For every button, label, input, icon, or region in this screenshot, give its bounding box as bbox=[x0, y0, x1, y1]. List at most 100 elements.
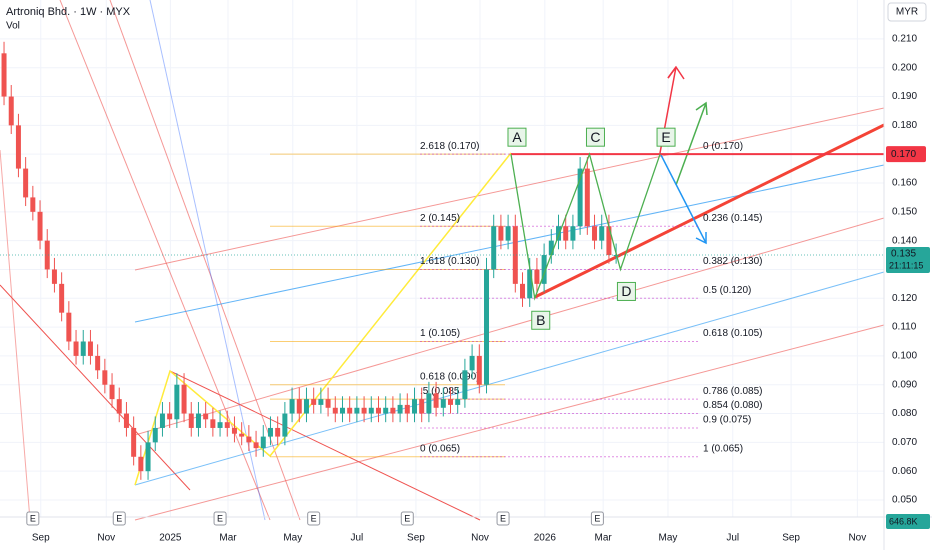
candle-body bbox=[570, 226, 576, 241]
event-marker bbox=[112, 511, 126, 526]
candle-body bbox=[260, 436, 266, 449]
event-label: E bbox=[594, 513, 600, 523]
fib-label: .5 (0.085 bbox=[420, 386, 460, 397]
arrow bbox=[659, 152, 707, 244]
candle-body bbox=[318, 399, 324, 405]
candle-body bbox=[347, 407, 353, 414]
candle-body bbox=[95, 355, 101, 371]
candle-body bbox=[116, 399, 122, 414]
y-tick-label: 0.190 bbox=[892, 91, 917, 102]
x-tick-label: Sep bbox=[782, 533, 800, 544]
fib-label: 0.854 (0.080) bbox=[703, 400, 763, 411]
candles bbox=[1, 41, 619, 480]
y-tick-label: 0.140 bbox=[892, 235, 917, 246]
y-tick-label: 0.110 bbox=[892, 322, 917, 333]
event-label: E bbox=[217, 513, 223, 523]
candle-body bbox=[51, 269, 57, 284]
x-tick-label: Sep bbox=[32, 533, 50, 544]
candle-body bbox=[37, 211, 43, 241]
y-tick-label: 0.200 bbox=[892, 62, 917, 73]
y-tick-label: 0.050 bbox=[892, 495, 917, 506]
wave-label: E bbox=[661, 129, 670, 145]
candle-body bbox=[498, 226, 504, 241]
event-marker bbox=[307, 511, 321, 526]
wave-path bbox=[510, 152, 661, 301]
candle-body bbox=[246, 436, 252, 443]
event-marker bbox=[26, 511, 40, 526]
event-label: E bbox=[500, 513, 506, 523]
waves: A B C D E bbox=[507, 127, 884, 330]
candle-body bbox=[44, 240, 50, 270]
y-tick-label: 0.180 bbox=[892, 120, 917, 131]
y-tick-label: 0.150 bbox=[892, 206, 917, 217]
channel-line bbox=[134, 271, 885, 486]
y-tick-label: 0.090 bbox=[892, 379, 917, 390]
x-tick-label: Nov bbox=[471, 533, 489, 544]
candle-body bbox=[577, 168, 583, 227]
fib-label: 1 (0.065) bbox=[703, 443, 743, 454]
fib-label: 0.618 (0.090) bbox=[420, 371, 480, 382]
fib-label: 0.9 (0.075) bbox=[703, 415, 751, 426]
fib-label: 0.5 (0.120) bbox=[703, 285, 751, 296]
candle-body bbox=[30, 197, 36, 212]
subtitle: Vol bbox=[6, 21, 20, 32]
candle-body bbox=[476, 355, 482, 385]
candle-body bbox=[311, 399, 317, 405]
candle-body bbox=[599, 226, 605, 241]
y-tick-label: 0.210 bbox=[892, 34, 917, 45]
candle-body bbox=[181, 384, 187, 414]
candle-body bbox=[397, 404, 403, 414]
candle-body bbox=[339, 407, 345, 414]
y-tick-label: 0.120 bbox=[892, 293, 917, 304]
price-tag-label: 0.135 bbox=[891, 249, 916, 260]
candle-body bbox=[354, 407, 360, 414]
candle-body bbox=[1, 53, 7, 97]
arrow bbox=[695, 101, 708, 116]
candle-body bbox=[469, 355, 475, 371]
currency[interactable]: MYR bbox=[896, 7, 918, 18]
volume-label: 646.8K bbox=[889, 516, 918, 526]
candle-body bbox=[159, 413, 165, 428]
candle-body bbox=[267, 427, 273, 437]
candle-body bbox=[548, 240, 554, 256]
candle-body bbox=[520, 283, 526, 299]
x-tick-label: Nov bbox=[97, 533, 115, 544]
event-label: E bbox=[30, 513, 36, 523]
x-tick-label: Sep bbox=[407, 533, 425, 544]
candle-body bbox=[152, 427, 158, 443]
candle-body bbox=[253, 442, 259, 449]
wave-label: C bbox=[590, 129, 600, 145]
axes: 0.050 0.060 0.070 0.080 0.090 0.100 0.110 0.120… bbox=[26, 34, 917, 544]
event-label: E bbox=[116, 513, 122, 523]
arrow bbox=[675, 102, 707, 186]
fib-label: 0.618 (0.105) bbox=[703, 328, 763, 339]
candle-body bbox=[606, 226, 612, 256]
x-tick-label: May bbox=[659, 533, 678, 544]
fib-label: 0.236 (0.145) bbox=[703, 213, 763, 224]
x-tick-label: May bbox=[283, 533, 302, 544]
candle-body bbox=[563, 226, 569, 241]
x-tick-label: Jul bbox=[350, 533, 363, 544]
y-tick-label: 0.100 bbox=[892, 351, 917, 362]
candle-body bbox=[296, 399, 302, 414]
trend-line bbox=[149, 0, 266, 521]
candle-body bbox=[584, 168, 590, 227]
candle-body bbox=[138, 456, 144, 472]
arrow bbox=[695, 232, 707, 245]
event-marker bbox=[590, 511, 604, 526]
x-tick-label: Mar bbox=[595, 533, 613, 544]
wave-label-box bbox=[616, 281, 636, 301]
candle-body bbox=[426, 393, 432, 414]
candle-body bbox=[289, 399, 295, 414]
y-tick-label: 0.080 bbox=[892, 408, 917, 419]
volume-tag bbox=[886, 514, 930, 529]
candle-body bbox=[224, 422, 230, 428]
candle-body bbox=[404, 404, 410, 414]
x-tick-label: 2026 bbox=[534, 533, 557, 544]
price-tag bbox=[886, 146, 926, 163]
channel-line bbox=[134, 164, 885, 323]
currency-button[interactable] bbox=[887, 2, 927, 22]
